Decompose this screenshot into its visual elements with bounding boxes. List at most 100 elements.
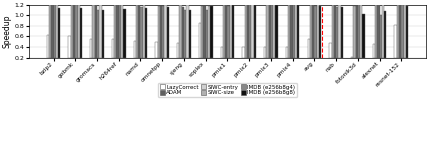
Bar — [179, 5, 181, 58]
Bar — [329, 43, 332, 58]
Bar — [201, 6, 203, 58]
Bar — [121, 5, 123, 58]
Bar — [295, 0, 297, 58]
Y-axis label: Speedup: Speedup — [3, 14, 12, 48]
Bar — [297, 5, 299, 58]
Bar — [51, 5, 54, 58]
Bar — [225, 5, 227, 58]
Bar — [223, 5, 225, 58]
Bar — [334, 5, 336, 58]
Bar — [119, 5, 121, 58]
Bar — [78, 5, 80, 58]
Bar — [353, 6, 356, 58]
Bar — [205, 10, 208, 58]
Bar — [140, 7, 143, 58]
Bar — [199, 23, 201, 58]
Bar — [375, 5, 377, 58]
Bar — [188, 10, 191, 58]
Bar — [273, 0, 275, 58]
Bar — [356, 6, 358, 58]
Bar — [95, 5, 97, 58]
Legend: LazyCorrect, ADAM, SIWC-entry, SIWC-size, IMDB (e256b8g4), IMDB (e256b8g8): LazyCorrect, ADAM, SIWC-entry, SIWC-size… — [158, 83, 297, 97]
Bar — [114, 5, 116, 58]
Bar — [269, 5, 271, 58]
Bar — [116, 5, 119, 58]
Bar — [230, 0, 232, 58]
Bar — [177, 43, 179, 58]
Bar — [373, 44, 375, 58]
Bar — [136, 5, 138, 58]
Bar — [242, 46, 245, 58]
Bar — [293, 5, 295, 58]
Bar — [363, 14, 365, 58]
Bar — [332, 5, 334, 58]
Bar — [288, 5, 290, 58]
Bar — [310, 5, 312, 58]
Bar — [221, 46, 223, 58]
Bar — [145, 9, 147, 58]
Bar — [102, 10, 104, 58]
Bar — [290, 5, 293, 58]
Bar — [133, 41, 136, 58]
Bar — [360, 5, 363, 58]
Bar — [286, 46, 288, 58]
Bar — [68, 36, 71, 58]
Bar — [254, 5, 256, 58]
Bar — [157, 6, 160, 58]
Bar — [97, 10, 99, 58]
Bar — [251, 0, 254, 58]
Bar — [406, 6, 408, 58]
Bar — [90, 39, 92, 58]
Bar — [184, 10, 186, 58]
Bar — [308, 39, 310, 58]
Bar — [314, 6, 317, 58]
Bar — [377, 5, 380, 58]
Bar — [401, 5, 404, 58]
Bar — [384, 11, 387, 58]
Bar — [143, 5, 145, 58]
Bar — [47, 35, 49, 58]
Bar — [58, 9, 60, 58]
Bar — [99, 5, 102, 58]
Bar — [399, 5, 401, 58]
Bar — [56, 5, 58, 58]
Bar — [181, 7, 184, 58]
Bar — [167, 7, 169, 58]
Bar — [92, 5, 95, 58]
Bar — [351, 57, 353, 58]
Bar — [397, 5, 399, 58]
Bar — [164, 5, 167, 58]
Bar — [380, 15, 382, 58]
Bar — [71, 5, 73, 58]
Bar — [317, 2, 319, 58]
Bar — [186, 5, 188, 58]
Bar — [271, 5, 273, 58]
Bar — [264, 46, 266, 58]
Bar — [249, 5, 251, 58]
Bar — [73, 5, 75, 58]
Bar — [266, 5, 269, 58]
Bar — [245, 5, 247, 58]
Bar — [203, 6, 205, 58]
Bar — [247, 5, 249, 58]
Bar — [312, 5, 314, 58]
Bar — [232, 5, 234, 58]
Bar — [49, 5, 51, 58]
Bar — [155, 42, 157, 58]
Bar — [123, 9, 126, 58]
Bar — [80, 9, 82, 58]
Bar — [227, 6, 230, 58]
Bar — [208, 6, 210, 58]
Bar — [336, 7, 338, 58]
Bar — [338, 5, 341, 58]
Bar — [382, 5, 384, 58]
Bar — [54, 5, 56, 58]
Bar — [341, 7, 343, 58]
Bar — [404, 5, 406, 58]
Bar — [138, 5, 140, 58]
Bar — [358, 5, 360, 58]
Bar — [112, 39, 114, 58]
Bar — [394, 25, 397, 58]
Bar — [75, 5, 78, 58]
Bar — [210, 6, 212, 58]
